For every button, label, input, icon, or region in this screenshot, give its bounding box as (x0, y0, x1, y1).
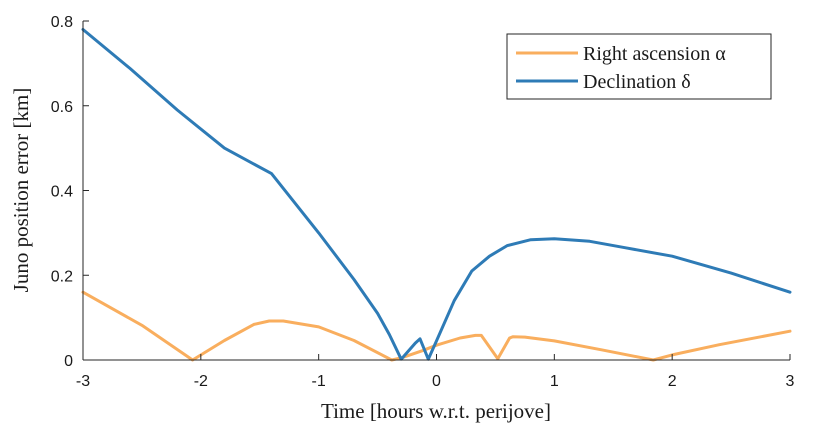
x-tick-label: 2 (668, 373, 677, 390)
x-tick-label: 0 (432, 373, 441, 390)
y-tick-label: 0.2 (51, 268, 73, 285)
legend-label-right-ascension: Right ascension α (583, 43, 726, 65)
plot-area (81, 28, 792, 362)
legend-label-declination: Declination δ (583, 71, 691, 93)
axes: -3 -2 -1 0 1 2 3 0 0.2 0.4 0.6 0.8 (51, 14, 795, 390)
x-tick-label: 1 (550, 373, 559, 390)
x-tick-label: -2 (194, 373, 208, 390)
y-tick-label: 0 (64, 353, 73, 370)
legend-box (506, 33, 772, 100)
x-tick-label: -3 (76, 373, 90, 390)
x-tick-label: -1 (312, 373, 326, 390)
legend: Right ascension α Declination δ (506, 33, 772, 100)
x-ticks: -3 -2 -1 0 1 2 3 (76, 354, 795, 390)
x-tick-label: 3 (786, 373, 795, 390)
series-line-declination (81, 28, 792, 361)
x-axis-label: Time [hours w.r.t. perijove] (321, 399, 551, 423)
y-tick-label: 0.4 (51, 184, 73, 201)
y-tick-label: 0.6 (51, 99, 73, 116)
y-ticks: 0 0.2 0.4 0.6 0.8 (51, 14, 89, 370)
series-line-right-ascension (81, 290, 792, 362)
y-axis-label: Juno position error [km] (9, 88, 33, 293)
y-tick-label: 0.8 (51, 14, 73, 31)
